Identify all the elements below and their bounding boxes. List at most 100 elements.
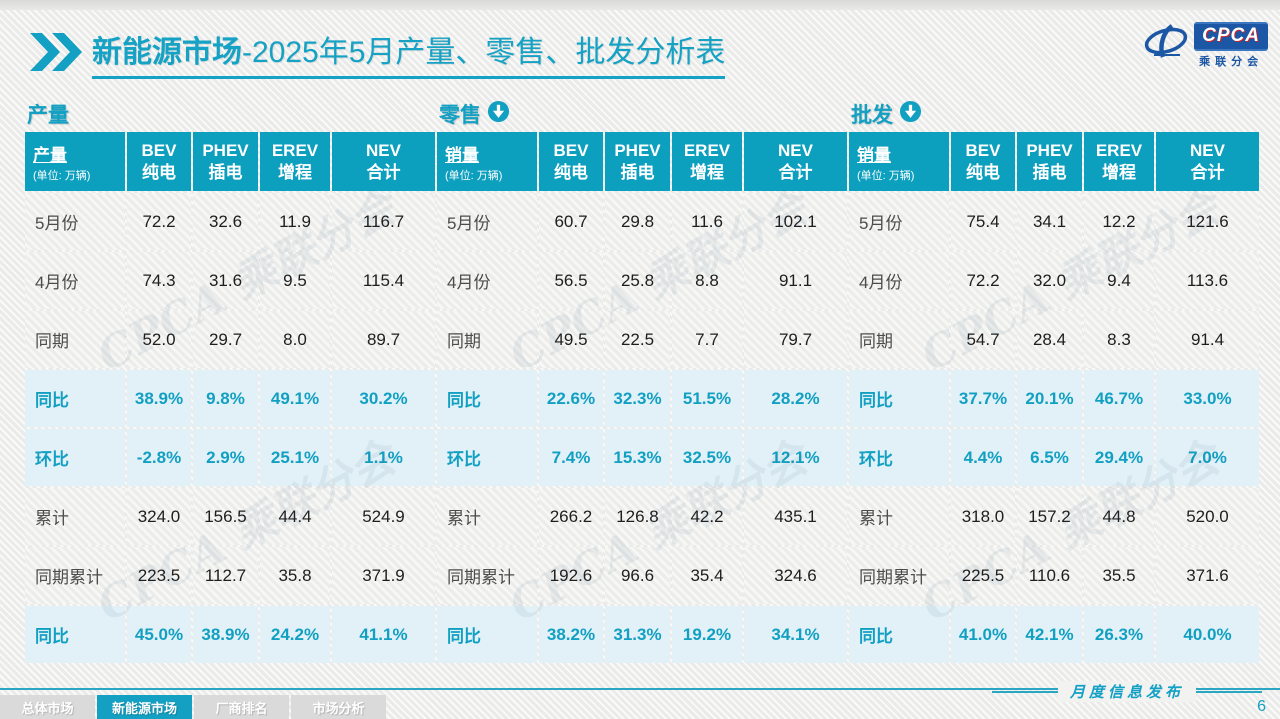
column-header-zh: 增程 [278,162,312,182]
value-cell: 8.0 [260,311,330,368]
footer-tab-3[interactable]: 厂商排名 [194,695,289,719]
column-header: NEV 合计 [1156,132,1259,191]
value-cell: 112.7 [193,547,258,604]
value-cell: 12.2 [1084,193,1154,250]
column-header: PHEV 插电 [1017,132,1082,191]
value-cell: 38.9% [127,370,191,427]
circle-down-arrow-icon [487,100,510,129]
footer-tab-1[interactable]: 总体市场 [0,695,95,719]
value-cell: 324.0 [127,488,191,545]
value-cell: 74.3 [127,252,191,309]
row-label: 5月份 [25,193,125,250]
row-label: 累计 [25,488,125,545]
footer-tab-2[interactable]: 新能源市场 [97,695,192,719]
value-cell: 113.6 [1156,252,1259,309]
value-cell: 79.7 [744,311,847,368]
value-cell: 7.7 [672,311,742,368]
table-corner-cell: 产量 (单位: 万辆) [25,132,125,191]
row-label: 累计 [437,488,537,545]
value-cell: 25.1% [260,429,330,486]
value-cell: 26.3% [1084,606,1154,663]
column-header-en: BEV [141,141,177,161]
row-label: 同比 [849,370,949,427]
value-cell: 38.9% [193,606,258,663]
value-cell: 520.0 [1156,488,1259,545]
row-label: 同期累计 [849,547,949,604]
row-label: 同比 [437,606,537,663]
column-header-en: NEV [366,141,401,161]
corner-label: 销量 [857,145,891,165]
value-cell: 7.0% [1156,429,1259,486]
column-header-zh: 合计 [366,162,401,182]
value-cell: 72.2 [951,252,1015,309]
section-heading: 产量 [25,96,435,132]
column-header-zh: 增程 [690,162,724,182]
column-header-en: NEV [778,141,813,161]
value-cell: 157.2 [1017,488,1082,545]
data-table: 产量 (单位: 万辆) BEV 纯电 PHEV 插电 EREV 增程 NEV 合计 5月份 72.2 3… [25,132,435,663]
value-cell: 41.1% [332,606,435,663]
value-cell: 44.4 [260,488,330,545]
row-label: 4月份 [25,252,125,309]
value-cell: 49.5 [539,311,603,368]
cpca-logo-text: CPCA [1194,22,1268,51]
value-cell: 34.1 [1017,193,1082,250]
page-number: 6 [1257,698,1266,715]
value-cell: 30.2% [332,370,435,427]
unit-note: (单位: 万辆) [445,169,503,182]
value-cell: 19.2% [672,606,742,663]
column-header-en: PHEV [614,141,661,161]
value-cell: 89.7 [332,311,435,368]
table-section-3: 批发 销量 (单位: 万辆) BEV 纯电 PHEV 插电 EREV 增程 NEV 合计 5月份 75.… [849,96,1259,663]
top-strip [0,0,1280,10]
row-label: 环比 [25,429,125,486]
column-header-zh: 合计 [1190,162,1225,182]
cpca-logo-swoosh-icon [1142,22,1190,69]
footer-divider-line [0,688,1280,690]
page-title-prefix: 新能源市场 [92,36,242,69]
data-table: 销量 (单位: 万辆) BEV 纯电 PHEV 插电 EREV 增程 NEV 合计 5月份 60.7 2… [437,132,847,663]
value-cell: 42.1% [1017,606,1082,663]
value-cell: 54.7 [951,311,1015,368]
column-header: NEV 合计 [744,132,847,191]
page-title: 新能源市场-2025年5月产量、零售、批发分析表 [92,33,726,79]
value-cell: 2.9% [193,429,258,486]
value-cell: 32.3% [605,370,670,427]
column-header: EREV 增程 [672,132,742,191]
column-header-zh: 插电 [620,162,655,182]
column-header-en: BEV [965,141,1001,161]
value-cell: 8.3 [1084,311,1154,368]
column-header-zh: 插电 [208,162,243,182]
footer-tab-4[interactable]: 市场分析 [291,695,386,719]
circle-down-arrow-icon [899,100,922,129]
row-label: 环比 [437,429,537,486]
column-header: BEV 纯电 [951,132,1015,191]
row-label: 同比 [437,370,537,427]
value-cell: 32.5% [672,429,742,486]
value-cell: 24.2% [260,606,330,663]
corner-label: 销量 [445,145,479,165]
row-label: 同期 [849,311,949,368]
table-section-1: 产量 产量 (单位: 万辆) BEV 纯电 PHEV 插电 EREV 增程 NEV 合计 5月份 72.… [25,96,435,663]
column-header-en: EREV [1095,141,1143,161]
column-header-zh: 纯电 [142,162,176,182]
row-label: 5月份 [437,193,537,250]
value-cell: 75.4 [951,193,1015,250]
column-header: EREV 增程 [1084,132,1154,191]
value-cell: 318.0 [951,488,1015,545]
value-cell: 7.4% [539,429,603,486]
data-table: 销量 (单位: 万辆) BEV 纯电 PHEV 插电 EREV 增程 NEV 合计 5月份 75.4 3… [849,132,1259,663]
section-heading: 零售 [437,96,847,132]
value-cell: 72.2 [127,193,191,250]
value-cell: 49.1% [260,370,330,427]
value-cell: 35.4 [672,547,742,604]
value-cell: 20.1% [1017,370,1082,427]
value-cell: 34.1% [744,606,847,663]
section-title: 产量 [27,104,69,127]
row-label: 累计 [849,488,949,545]
value-cell: 116.7 [332,193,435,250]
tables-area: 产量 产量 (单位: 万辆) BEV 纯电 PHEV 插电 EREV 增程 NEV 合计 5月份 72.… [25,96,1259,663]
value-cell: 25.8 [605,252,670,309]
section-heading: 批发 [849,96,1259,132]
table-corner-cell: 销量 (单位: 万辆) [437,132,537,191]
